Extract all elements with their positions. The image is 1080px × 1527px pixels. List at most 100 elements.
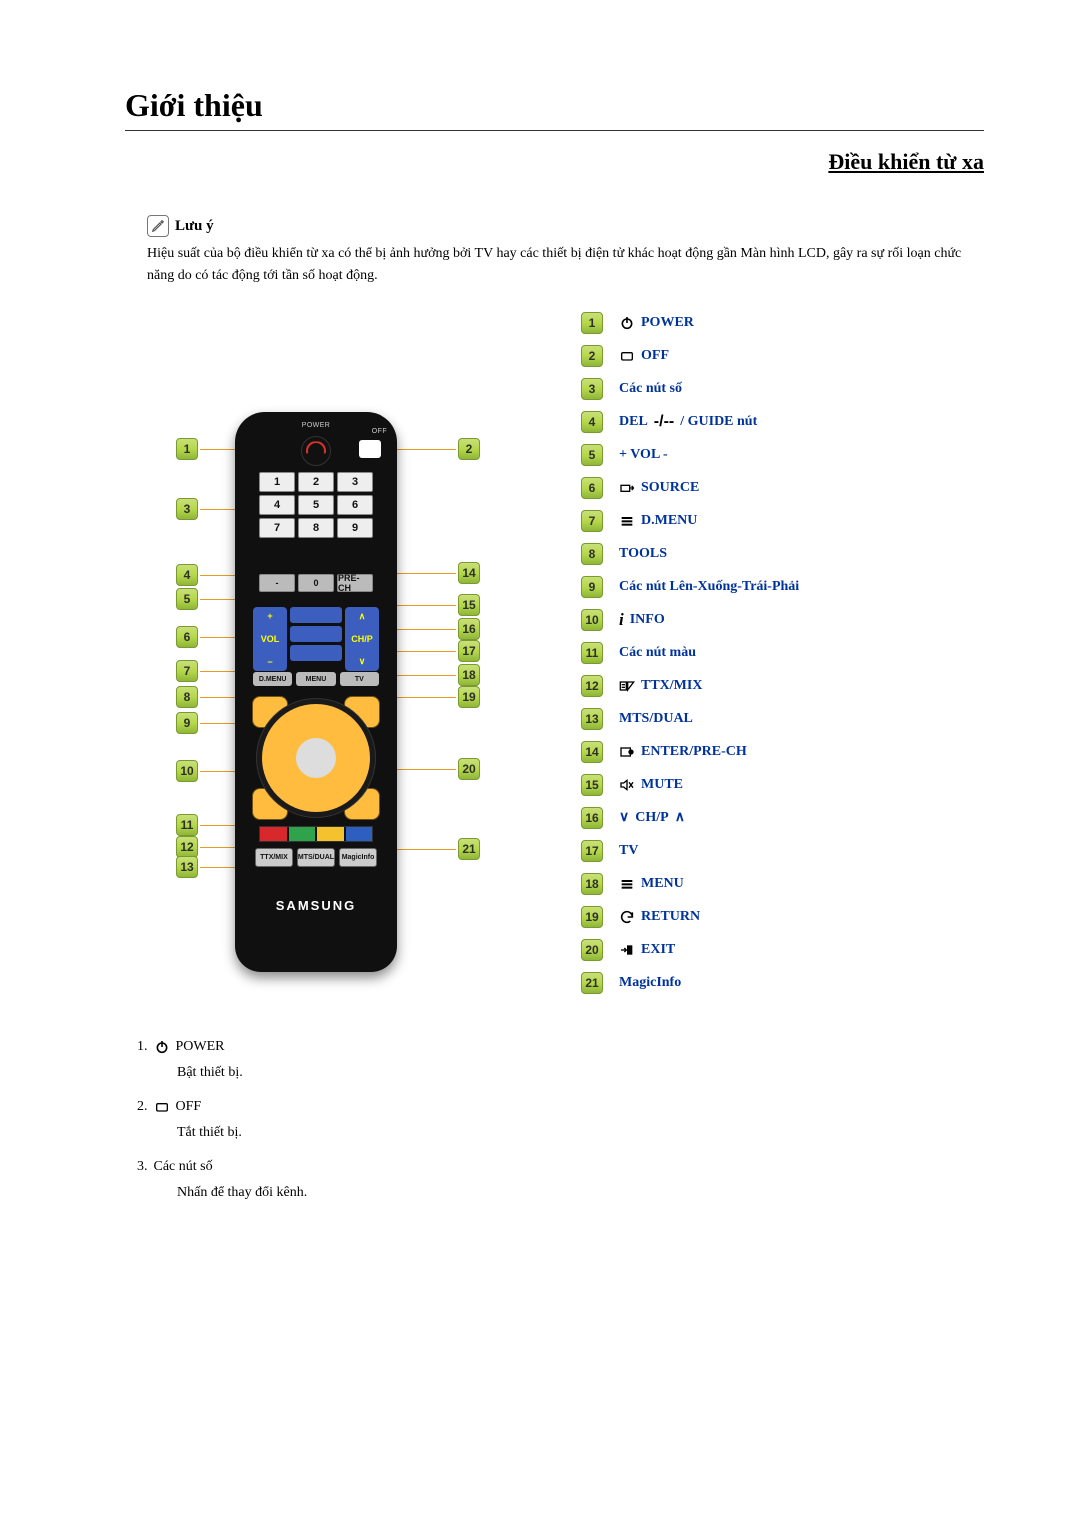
power-icon xyxy=(154,1039,170,1055)
num-key: 9 xyxy=(337,518,373,538)
callout-badge: 21 xyxy=(458,838,480,860)
legend-badge: 7 xyxy=(581,510,603,532)
legend-item: 18 MENU xyxy=(581,867,984,900)
callout: 8 xyxy=(170,686,240,708)
callout-badge: 8 xyxy=(176,686,198,708)
menu-icon xyxy=(619,513,635,529)
legend-item: 13MTS/DUAL xyxy=(581,702,984,735)
menu-row: D.MENU MENU TV xyxy=(253,672,379,686)
callout: 12 xyxy=(170,836,240,858)
legend-badge: 19 xyxy=(581,906,603,928)
legend-badge: 12 xyxy=(581,675,603,697)
brand-label: SAMSUNG xyxy=(235,898,397,913)
num-keypad: 123456789 xyxy=(259,472,373,538)
callout: 2 xyxy=(390,438,480,460)
callout-badge: 9 xyxy=(176,712,198,734)
callout: 9 xyxy=(170,712,240,734)
mute-btn xyxy=(290,607,342,623)
exit-icon xyxy=(619,942,635,958)
legend-badge: 17 xyxy=(581,840,603,862)
off-label: OFF xyxy=(372,428,387,435)
legend-label: TTX/MIX xyxy=(619,678,702,694)
legend-label: MUTE xyxy=(619,777,683,793)
legend-badge: 20 xyxy=(581,939,603,961)
power-button-graphic xyxy=(301,436,331,466)
callout-badge: 20 xyxy=(458,758,480,780)
up-btn xyxy=(290,626,342,642)
descriptions: 1.POWERBật thiết bị. 2.OFF Tắt thiết bị. 3.… xyxy=(137,1039,984,1201)
legend-label: MagicInfo xyxy=(619,975,681,991)
legend-label: POWER xyxy=(619,315,694,331)
legend-badge: 4 xyxy=(581,411,603,433)
callout-badge: 19 xyxy=(458,686,480,708)
bottom-row: TTX/MIX MTS/DUAL MagicInfo xyxy=(255,848,377,867)
legend-label: + VOL - xyxy=(619,447,668,463)
legend-item: 11Các nút màu xyxy=(581,636,984,669)
legend-item: 21MagicInfo xyxy=(581,966,984,999)
legend-item: 5 + VOL - xyxy=(581,438,984,471)
source-icon xyxy=(619,480,635,496)
dmenu-pill: D.MENU xyxy=(253,672,292,686)
legend-badge: 10 xyxy=(581,609,603,631)
legend-badge: 5 xyxy=(581,444,603,466)
legend-item: 20EXIT xyxy=(581,933,984,966)
legend-item: 16∨ CH/P ∧ xyxy=(581,801,984,834)
power-label: POWER xyxy=(302,422,330,429)
legend-label: SOURCE xyxy=(619,480,699,496)
legend-label: ∨ CH/P ∧ xyxy=(619,809,685,826)
page-title: Giới thiệu xyxy=(125,87,984,124)
legend-item: 4 DEL -/-- / GUIDE nút xyxy=(581,405,984,438)
callout-badge: 6 xyxy=(176,626,198,648)
legend-label: OFF xyxy=(619,348,669,364)
legend-label: DEL -/-- / GUIDE nút xyxy=(619,413,757,431)
legend-label: MTS/DUAL xyxy=(619,711,693,727)
vol-rocker: +VOL− xyxy=(253,607,287,671)
color-bar xyxy=(259,826,373,842)
legend-label: iINFO xyxy=(619,610,665,630)
num-key: 4 xyxy=(259,495,295,515)
legend-item: 6SOURCE xyxy=(581,471,984,504)
desc-head: 2.OFF xyxy=(137,1099,984,1115)
ch-rocker: ∧CH/P∨ xyxy=(345,607,379,671)
rect-icon xyxy=(619,348,635,364)
num-key: 3 xyxy=(337,472,373,492)
menu-icon xyxy=(619,876,635,892)
legend-badge: 1 xyxy=(581,312,603,334)
power-icon xyxy=(619,315,635,331)
legend-item: 19RETURN xyxy=(581,900,984,933)
desc-body: Tắt thiết bị. xyxy=(177,1125,984,1141)
callout-badge: 11 xyxy=(176,814,198,836)
two-column: 134567891011121321415161718192021 POWER … xyxy=(125,306,984,999)
desc-item: 1.POWERBật thiết bị. xyxy=(137,1039,984,1081)
info-icon: i xyxy=(619,610,624,630)
desc-body: Bật thiết bị. xyxy=(177,1065,984,1081)
page: Giới thiệu Điều khiển từ xa Lưu ý Hiệu s… xyxy=(0,0,1080,1279)
legend-item: 1 POWER xyxy=(581,306,984,339)
callout-badge: 15 xyxy=(458,594,480,616)
callout: 18 xyxy=(390,664,480,686)
legend-label: D.MENU xyxy=(619,513,697,529)
mute-icon xyxy=(619,777,635,793)
legend-label: MENU xyxy=(619,876,684,892)
title-rule xyxy=(125,130,984,131)
callout-badge: 4 xyxy=(176,564,198,586)
source-btn xyxy=(290,645,342,661)
num-key: 7 xyxy=(259,518,295,538)
desc-head: 3.Các nút số xyxy=(137,1159,984,1175)
legend-item: 17 TV xyxy=(581,834,984,867)
callout: 5 xyxy=(170,588,240,610)
callout-badge: 3 xyxy=(176,498,198,520)
callout-badge: 1 xyxy=(176,438,198,460)
tv-pill: TV xyxy=(340,672,379,686)
num-key: PRE-CH xyxy=(337,574,373,592)
legend-label: ENTER/PRE-CH xyxy=(619,744,747,760)
callout: 4 xyxy=(170,564,240,586)
callout: 15 xyxy=(390,594,480,616)
menu-pill: MENU xyxy=(296,672,335,686)
num-key: 5 xyxy=(298,495,334,515)
legend-label: TV xyxy=(619,843,638,859)
note-heading: Lưu ý xyxy=(147,215,984,237)
num-key: 0 xyxy=(298,574,334,592)
legend-badge: 11 xyxy=(581,642,603,664)
legend-badge: 18 xyxy=(581,873,603,895)
